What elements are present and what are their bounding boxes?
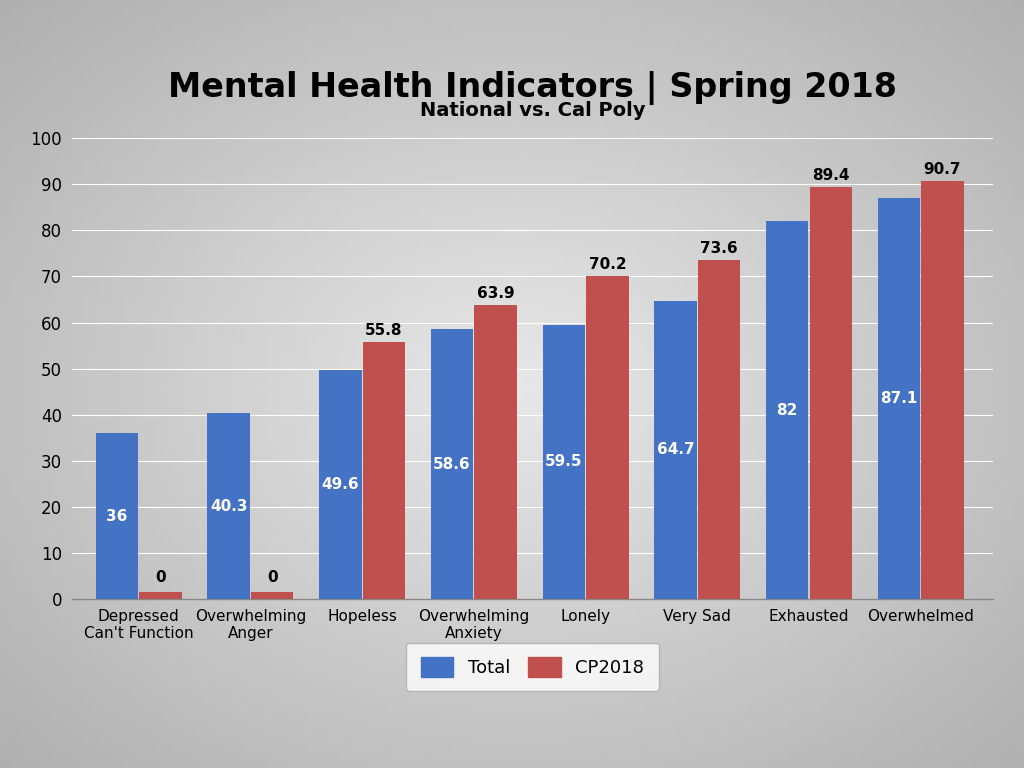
Title: Mental Health Indicators | Spring 2018: Mental Health Indicators | Spring 2018	[168, 71, 897, 104]
Text: 59.5: 59.5	[545, 455, 583, 469]
Bar	[922, 181, 964, 599]
Bar	[474, 305, 517, 599]
Text: 63.9: 63.9	[477, 286, 514, 301]
Text: 82: 82	[776, 402, 798, 418]
Bar	[95, 433, 138, 599]
Bar	[543, 325, 585, 599]
Text: 73.6: 73.6	[700, 241, 738, 257]
Text: 64.7: 64.7	[656, 442, 694, 458]
Bar	[697, 260, 740, 599]
Text: 90.7: 90.7	[924, 162, 962, 177]
Text: 89.4: 89.4	[812, 168, 850, 184]
Bar	[362, 342, 406, 599]
Bar	[586, 276, 629, 599]
Text: 70.2: 70.2	[589, 257, 626, 272]
Bar	[139, 592, 181, 599]
Text: 0: 0	[267, 570, 278, 585]
Text: 0: 0	[156, 570, 166, 585]
Bar	[878, 197, 921, 599]
Text: 36: 36	[106, 508, 128, 524]
Bar	[766, 221, 808, 599]
Text: 40.3: 40.3	[210, 498, 248, 514]
Bar	[251, 592, 294, 599]
Bar	[654, 301, 696, 599]
Bar	[208, 413, 250, 599]
Text: 58.6: 58.6	[433, 456, 471, 472]
Bar	[810, 187, 852, 599]
Bar	[431, 329, 473, 599]
Text: 49.6: 49.6	[322, 477, 359, 492]
Text: 87.1: 87.1	[881, 391, 918, 406]
Text: National vs. Cal Poly: National vs. Cal Poly	[420, 101, 645, 120]
Bar	[319, 370, 361, 599]
Legend: Total, CP2018: Total, CP2018	[407, 643, 658, 691]
Text: 55.8: 55.8	[366, 323, 402, 338]
